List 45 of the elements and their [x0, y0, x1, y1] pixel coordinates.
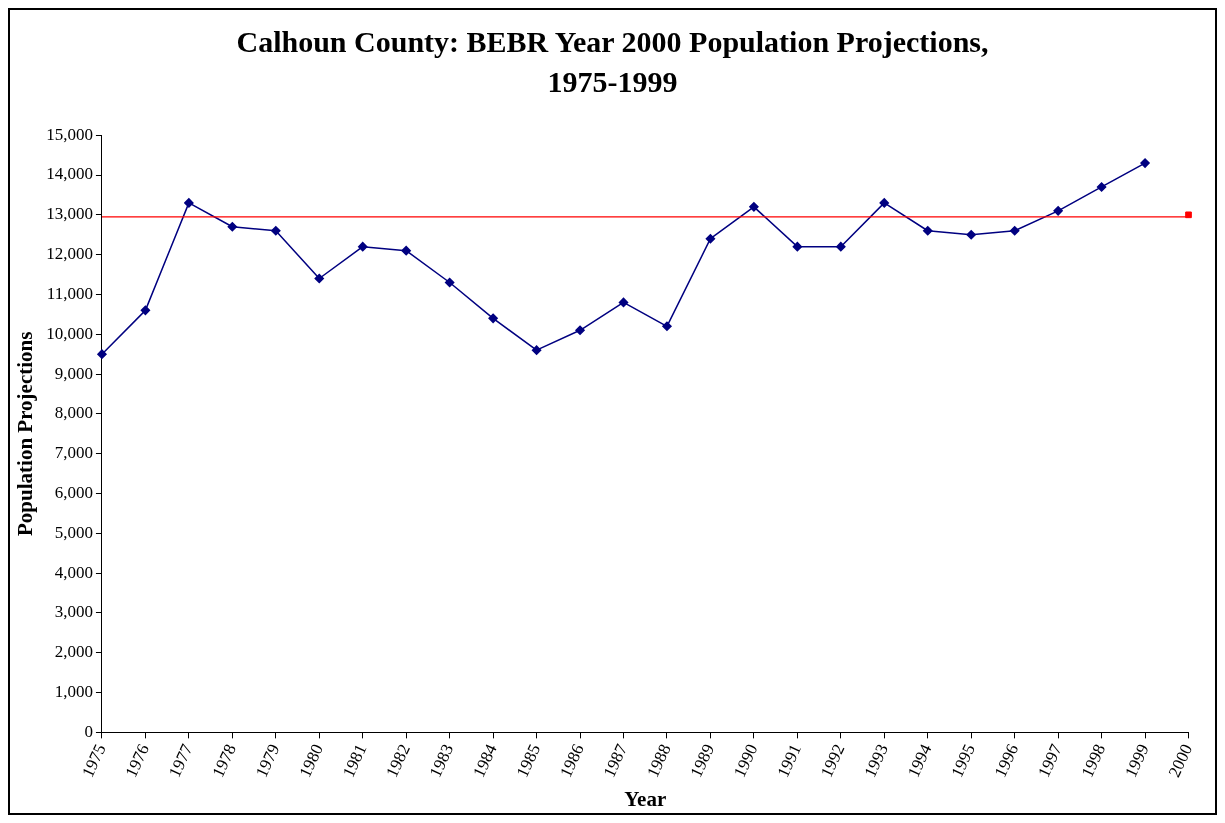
x-tick-label: 1997	[1034, 740, 1067, 781]
x-tick-label: 1975	[78, 741, 110, 781]
y-tick-label: 8,000	[54, 403, 93, 423]
x-axis-title: Year	[624, 786, 667, 811]
y-tick-label: 15,000	[46, 124, 93, 144]
y-tick-label: 6,000	[54, 482, 93, 502]
x-tick-label: 1993	[860, 741, 892, 781]
x-tick-label: 1981	[338, 741, 371, 781]
y-tick-label: 1,000	[54, 682, 93, 702]
x-tick-label: 1979	[251, 741, 284, 781]
x-tick-label: 1990	[729, 741, 762, 781]
x-tick-label: 1989	[686, 741, 719, 781]
y-tick-label: 12,000	[46, 244, 93, 264]
x-tick-label: 1984	[469, 740, 501, 781]
y-tick-label: 14,000	[46, 164, 93, 184]
x-tick-label: 1977	[164, 740, 197, 781]
y-tick-label: 5,000	[54, 522, 93, 542]
x-tick-label: 1999	[1121, 741, 1153, 781]
x-tick-label: 2000	[1164, 741, 1197, 781]
x-tick-label: 1988	[643, 741, 675, 781]
x-tick-label: 1983	[425, 741, 458, 781]
x-tick-label: 1980	[295, 741, 327, 781]
x-tick-label: 1985	[512, 741, 545, 781]
x-tick-label: 1976	[121, 741, 154, 781]
x-tick-label: 1978	[208, 741, 241, 781]
x-tick-label: 1998	[1077, 741, 1110, 781]
y-tick-label: 3,000	[54, 602, 93, 622]
y-tick-label: 0	[84, 721, 93, 741]
y-tick-label: 13,000	[46, 204, 93, 224]
x-tick-label: 1991	[773, 741, 806, 781]
x-tick-label: 1994	[903, 740, 936, 781]
y-tick-label: 9,000	[54, 363, 93, 383]
x-tick-label: 1982	[382, 741, 414, 781]
x-tick-label: 1996	[990, 741, 1023, 781]
y-axis-title: Population Projections	[13, 331, 38, 536]
y-tick-label: 10,000	[46, 323, 93, 343]
y-tick-label: 4,000	[54, 562, 93, 582]
chart-title: Calhoun County: BEBR Year 2000 Population Projections, 1975-1999	[235, 24, 990, 100]
y-tick-label: 7,000	[54, 443, 93, 463]
x-tick-label: 1995	[947, 741, 979, 781]
x-tick-label: 1986	[556, 741, 588, 781]
y-tick-label: 11,000	[46, 283, 93, 303]
x-tick-label: 1987	[599, 740, 632, 781]
y-tick-label: 2,000	[54, 642, 93, 662]
x-tick-label: 1992	[816, 741, 849, 781]
